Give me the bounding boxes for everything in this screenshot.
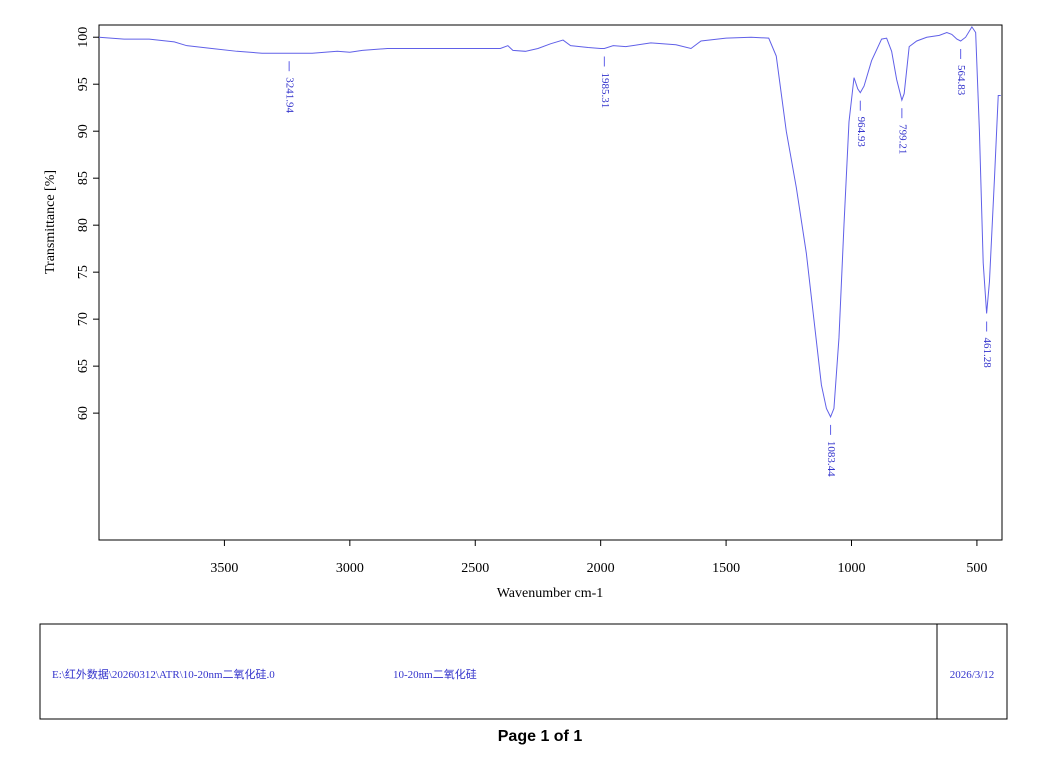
x-tick-label: 2000 xyxy=(587,561,615,576)
y-tick-label: 90 xyxy=(76,124,91,138)
spectrum-line xyxy=(98,25,1001,419)
y-tick-label: 60 xyxy=(76,406,91,420)
y-tick-label: 65 xyxy=(76,359,91,373)
page-number: Page 1 of 1 xyxy=(498,728,583,745)
peak-label: 564.83 xyxy=(955,65,967,96)
x-tick-label: 500 xyxy=(966,561,987,576)
peak-label: 1083.44 xyxy=(825,441,837,477)
y-axis-label: Transmittance [%] xyxy=(43,170,58,274)
x-tick-label: 1000 xyxy=(838,561,866,576)
peak-label: 799.21 xyxy=(896,124,908,154)
plot-frame xyxy=(98,24,1003,541)
sample-name: 10-20nm二氧化硅 xyxy=(393,667,477,681)
date: 2026/3/12 xyxy=(950,669,995,681)
peak-label: 3241.94 xyxy=(284,77,296,113)
y-tick-label: 95 xyxy=(76,77,91,91)
x-tick-label: 3500 xyxy=(210,561,238,576)
file-path: E:\红外数据\20260312\ATR\10-20nm二氧化硅.0 xyxy=(52,667,275,681)
peak-label: 461.28 xyxy=(981,338,993,369)
x-tick-label: 2500 xyxy=(461,561,489,576)
y-tick-label: 80 xyxy=(76,218,91,232)
x-tick-label: 1500 xyxy=(712,561,740,576)
peak-label: 1985.31 xyxy=(599,72,611,108)
x-tick-label: 3000 xyxy=(336,561,364,576)
y-tick-label: 70 xyxy=(76,312,91,326)
footer-box xyxy=(39,623,1008,720)
y-tick-label: 85 xyxy=(76,171,91,185)
y-tick-label: 100 xyxy=(76,27,91,48)
y-tick-label: 75 xyxy=(76,265,91,279)
x-axis-label: Wavenumber cm-1 xyxy=(497,586,604,601)
peak-label: 964.93 xyxy=(855,117,867,148)
